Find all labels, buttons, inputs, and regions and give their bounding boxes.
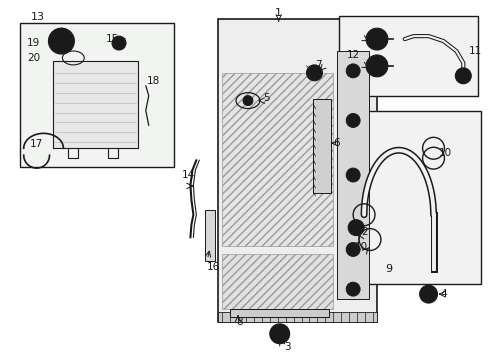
Bar	[20, 23, 173, 167]
Text: 7: 7	[315, 60, 322, 70]
Circle shape	[346, 243, 359, 256]
Circle shape	[370, 33, 382, 45]
Text: 5: 5	[263, 93, 269, 103]
Text: 19: 19	[27, 38, 40, 48]
Circle shape	[346, 282, 359, 296]
Circle shape	[48, 28, 74, 54]
Text: 6: 6	[333, 138, 339, 148]
Bar	[53, 61, 138, 148]
Circle shape	[269, 324, 289, 344]
Text: 12: 12	[346, 50, 360, 60]
Circle shape	[346, 64, 359, 78]
Circle shape	[306, 65, 322, 81]
Text: 11: 11	[468, 46, 482, 56]
Bar	[339, 16, 477, 96]
Text: 16: 16	[207, 262, 220, 272]
Circle shape	[419, 285, 437, 303]
Circle shape	[370, 60, 382, 72]
Text: 1: 1	[275, 8, 282, 18]
Circle shape	[347, 220, 364, 235]
Text: 15: 15	[106, 34, 119, 44]
Text: 4: 4	[440, 289, 446, 299]
Text: 14: 14	[181, 170, 194, 180]
Bar	[313, 99, 331, 193]
Bar	[205, 210, 215, 261]
Circle shape	[423, 289, 433, 299]
Circle shape	[366, 28, 387, 50]
Text: 10: 10	[354, 243, 367, 252]
Circle shape	[112, 36, 126, 50]
Circle shape	[366, 55, 387, 77]
Circle shape	[54, 34, 68, 48]
Text: ←: ←	[117, 34, 126, 44]
Circle shape	[346, 113, 359, 127]
Circle shape	[346, 168, 359, 182]
Text: 3: 3	[283, 342, 290, 352]
Text: 2: 2	[360, 226, 367, 237]
Text: 17: 17	[30, 139, 43, 149]
Bar	[337, 51, 368, 299]
Text: 20: 20	[28, 53, 41, 63]
Circle shape	[274, 329, 284, 339]
Bar	[218, 312, 376, 322]
Text: 10: 10	[438, 148, 451, 158]
Bar	[230, 309, 328, 317]
Text: 13: 13	[31, 12, 44, 22]
Bar	[218, 19, 376, 322]
Circle shape	[454, 68, 470, 84]
Text: 8: 8	[236, 317, 242, 327]
Bar	[222, 73, 333, 247]
Bar	[344, 111, 480, 284]
Text: 9: 9	[385, 264, 392, 274]
Bar	[222, 255, 333, 309]
Text: 18: 18	[146, 76, 160, 86]
Circle shape	[243, 96, 252, 105]
